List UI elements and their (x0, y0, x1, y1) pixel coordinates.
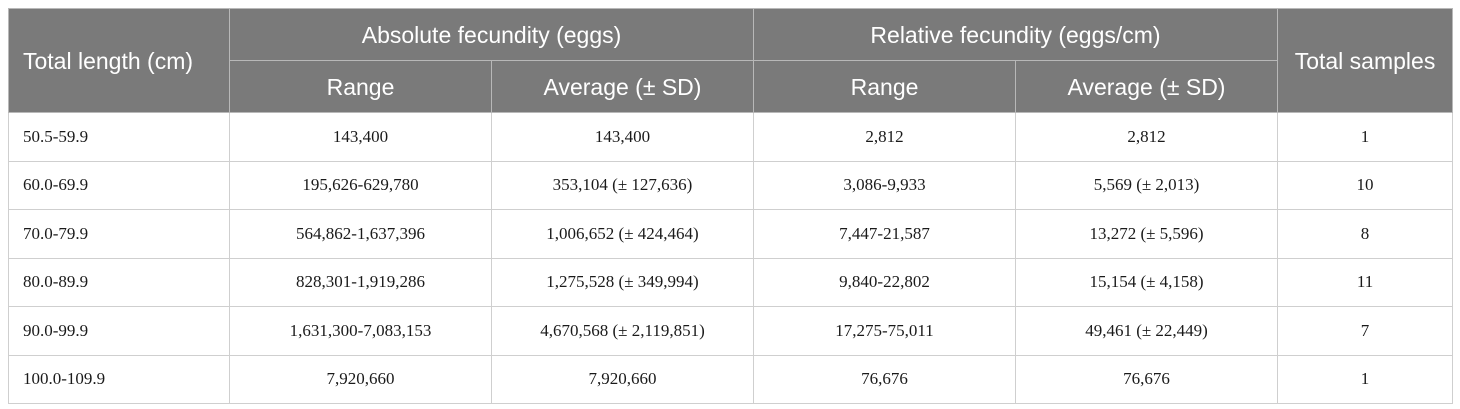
cell-samples: 7 (1277, 306, 1454, 356)
table-row: 90.0-99.9 1,631,300-7,083,153 4,670,568 … (8, 306, 1454, 356)
cell-absolute-average: 143,400 (490, 112, 755, 162)
table-row: 70.0-79.9 564,862-1,637,396 1,006,652 (±… (8, 209, 1454, 259)
cell-absolute-range: 1,631,300-7,083,153 (229, 306, 492, 356)
table-row: 50.5-59.9 143,400 143,400 2,812 2,812 1 (8, 112, 1454, 162)
header-absolute-average: Average (± SD) (490, 60, 755, 113)
table-header: Total length (cm) Absolute fecundity (eg… (8, 8, 1454, 113)
header-absolute-fecundity: Absolute fecundity (eggs) (228, 8, 755, 61)
cell-length: 80.0-89.9 (8, 257, 230, 307)
cell-length: 100.0-109.9 (8, 354, 230, 404)
cell-absolute-range: 828,301-1,919,286 (229, 257, 492, 307)
cell-relative-average: 13,272 (± 5,596) (1015, 209, 1279, 259)
table-row: 100.0-109.9 7,920,660 7,920,660 76,676 7… (8, 354, 1454, 404)
cell-absolute-range: 195,626-629,780 (229, 160, 492, 210)
cell-relative-range: 2,812 (753, 112, 1017, 162)
cell-relative-average: 49,461 (± 22,449) (1015, 306, 1279, 356)
cell-absolute-average: 353,104 (± 127,636) (490, 160, 755, 210)
header-total-samples: Total samples (1277, 8, 1454, 113)
cell-relative-average: 15,154 (± 4,158) (1015, 257, 1279, 307)
header-relative-average: Average (± SD) (1015, 60, 1279, 113)
cell-relative-range: 3,086-9,933 (753, 160, 1017, 210)
cell-relative-range: 9,840-22,802 (753, 257, 1017, 307)
cell-samples: 11 (1277, 257, 1454, 307)
fecundity-table: Total length (cm) Absolute fecundity (eg… (8, 8, 1454, 404)
header-total-length: Total length (cm) (8, 8, 230, 113)
cell-absolute-average: 4,670,568 (± 2,119,851) (490, 306, 755, 356)
cell-length: 90.0-99.9 (8, 306, 230, 356)
cell-length: 70.0-79.9 (8, 209, 230, 259)
cell-relative-average: 5,569 (± 2,013) (1015, 160, 1279, 210)
cell-absolute-range: 143,400 (229, 112, 492, 162)
cell-samples: 1 (1277, 112, 1454, 162)
table-body: 50.5-59.9 143,400 143,400 2,812 2,812 1 … (8, 112, 1454, 404)
cell-absolute-average: 7,920,660 (490, 354, 755, 404)
cell-relative-range: 76,676 (753, 354, 1017, 404)
header-relative-range: Range (753, 60, 1017, 113)
cell-relative-average: 2,812 (1015, 112, 1279, 162)
header-relative-fecundity: Relative fecundity (eggs/cm) (753, 8, 1279, 61)
cell-length: 50.5-59.9 (8, 112, 230, 162)
cell-absolute-range: 564,862-1,637,396 (229, 209, 492, 259)
cell-absolute-average: 1,275,528 (± 349,994) (490, 257, 755, 307)
cell-relative-range: 7,447-21,587 (753, 209, 1017, 259)
cell-absolute-average: 1,006,652 (± 424,464) (490, 209, 755, 259)
fecundity-table-container: Total length (cm) Absolute fecundity (eg… (8, 8, 1454, 404)
cell-relative-range: 17,275-75,011 (753, 306, 1017, 356)
cell-length: 60.0-69.9 (8, 160, 230, 210)
table-row: 60.0-69.9 195,626-629,780 353,104 (± 127… (8, 160, 1454, 210)
cell-samples: 8 (1277, 209, 1454, 259)
header-absolute-range: Range (229, 60, 492, 113)
table-row: 80.0-89.9 828,301-1,919,286 1,275,528 (±… (8, 257, 1454, 307)
cell-samples: 10 (1277, 160, 1454, 210)
cell-samples: 1 (1277, 354, 1454, 404)
cell-absolute-range: 7,920,660 (229, 354, 492, 404)
cell-relative-average: 76,676 (1015, 354, 1279, 404)
